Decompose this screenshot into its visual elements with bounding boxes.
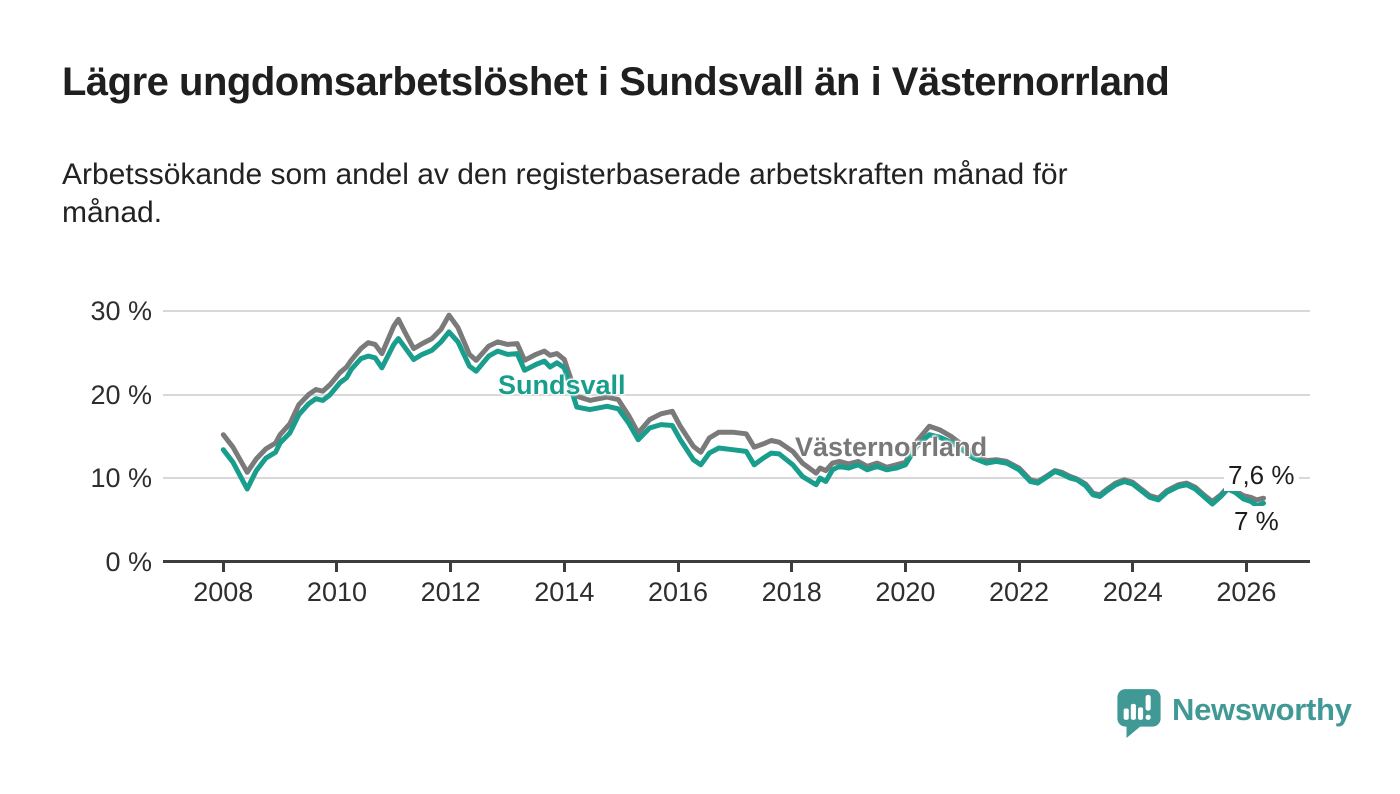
page-subtitle: Arbetssökande som andel av den registerb… <box>62 158 1068 229</box>
series-label-sundsvall: Sundsvall <box>498 370 626 400</box>
x-tick-mark-2026 <box>1244 563 1248 572</box>
gridline-30 <box>163 309 1310 312</box>
y-tick-label-20: 20 % <box>90 379 152 410</box>
x-tick-mark-2020 <box>903 563 907 572</box>
gridline-20 <box>163 393 1310 396</box>
x-tick-label-2022: 2022 <box>989 577 1050 607</box>
x-tick-label-2014: 2014 <box>534 577 595 607</box>
x-tick-label-2020: 2020 <box>875 577 936 607</box>
end-value-label-sundsvall: 7 % <box>1230 506 1283 537</box>
x-tick-label-2010: 2010 <box>306 577 367 607</box>
x-tick-mark-2022 <box>1017 563 1021 572</box>
x-tick-mark-2024 <box>1131 563 1135 572</box>
x-tick-mark-2012 <box>449 563 453 572</box>
y-tick-label-30: 30 % <box>90 295 152 326</box>
newsworthy-logo: Newsworthy <box>1116 688 1352 740</box>
x-tick-mark-2008 <box>221 563 225 572</box>
page-title: Lägre ungdomsarbetslöshet i Sundsvall än… <box>62 60 1170 104</box>
newsworthy-logo-icon <box>1116 688 1162 743</box>
x-axis-line <box>163 560 1310 563</box>
y-tick-label-0: 0 % <box>105 546 152 577</box>
gridline-10 <box>163 477 1310 480</box>
y-tick-label-10: 10 % <box>90 463 152 494</box>
x-tick-mark-2014 <box>562 563 566 572</box>
x-tick-mark-2018 <box>790 563 794 572</box>
x-tick-label-2024: 2024 <box>1102 577 1163 607</box>
series-label-vasternorrland: Västernorrland <box>795 432 988 462</box>
series-line-sundsvall <box>220 329 1266 509</box>
end-value-label-vasternorrland: 7,6 % <box>1224 460 1299 491</box>
x-tick-label-2016: 2016 <box>647 577 709 607</box>
x-tick-label-2012: 2012 <box>420 577 481 607</box>
x-tick-label-2008: 2008 <box>193 577 254 607</box>
x-tick-mark-2010 <box>335 563 339 572</box>
x-tick-mark-2016 <box>676 563 680 572</box>
series-line-vsternorrland <box>220 312 1266 504</box>
x-tick-label-2018: 2018 <box>761 577 822 607</box>
newsworthy-logo-text: Newsworthy <box>1172 692 1352 727</box>
x-tick-label-2026: 2026 <box>1216 577 1277 607</box>
